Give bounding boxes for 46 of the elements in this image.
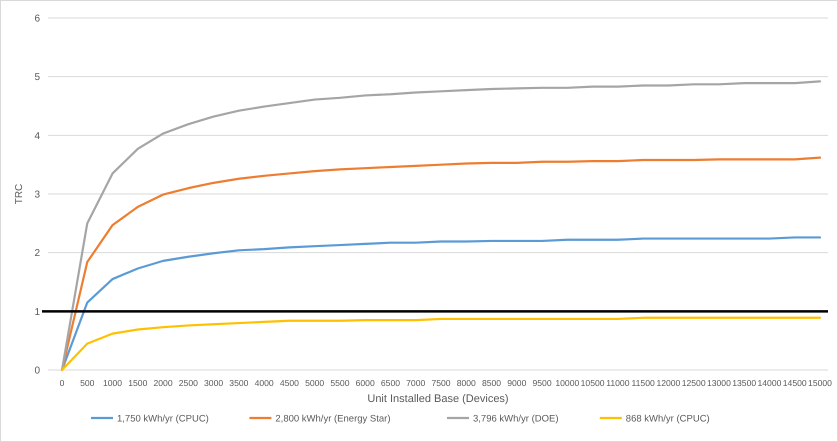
legend-label: 868 kWh/yr (CPUC) — [626, 414, 710, 424]
x-tick-label: 13000 — [706, 378, 732, 388]
legend-label: 1,750 kWh/yr (CPUC) — [117, 414, 209, 424]
legend-label: 2,800 kWh/yr (Energy Star) — [275, 414, 391, 424]
x-tick-label: 6000 — [356, 378, 375, 388]
x-tick-label: 7500 — [431, 378, 451, 388]
x-tick-label: 14000 — [758, 378, 782, 388]
x-tick-label: 13500 — [732, 378, 756, 388]
x-tick-label: 9000 — [507, 378, 527, 388]
y-tick-label: 2 — [34, 248, 40, 260]
y-tick-label: 3 — [34, 190, 40, 200]
x-tick-label: 10000 — [555, 378, 580, 388]
y-tick-label: 1 — [34, 306, 40, 318]
line-series — [60, 80, 822, 372]
x-tick-label: 3000 — [204, 378, 224, 388]
x-tick-label: 8000 — [456, 378, 476, 388]
x-tick-label: 1000 — [102, 378, 122, 388]
x-tick-label: 7000 — [406, 378, 426, 388]
x-axis-title: Unit Installed Base (Devices) — [367, 393, 509, 405]
x-tick-label: 12500 — [682, 378, 706, 388]
y-tick-label: 5 — [34, 72, 40, 84]
x-tick-label: 12000 — [656, 378, 681, 388]
x-tick-label: 9500 — [532, 378, 552, 388]
line-series — [60, 316, 822, 372]
x-tick-label: 500 — [80, 378, 95, 388]
x-tick-label: 5000 — [305, 378, 324, 388]
x-tick-label: 5500 — [330, 378, 350, 388]
legend-label: 3,796 kWh/yr (DOE) — [473, 414, 559, 424]
x-tick-label: 0 — [60, 378, 65, 388]
x-tick-label: 1500 — [128, 378, 148, 388]
x-tick-label: 4000 — [254, 378, 274, 388]
x-tick-label: 15000 — [808, 378, 832, 388]
x-tick-label: 6500 — [380, 378, 400, 388]
x-tick-label: 8500 — [482, 378, 502, 388]
x-tick-label: 10500 — [580, 378, 605, 388]
x-tick-label: 2500 — [178, 378, 198, 388]
x-tick-label: 4500 — [280, 378, 300, 388]
y-tick-label: 4 — [34, 130, 40, 142]
x-tick-label: 3500 — [229, 378, 249, 388]
y-tick-label: 0 — [34, 366, 40, 376]
x-tick-label: 11500 — [632, 378, 655, 388]
x-tick-label: 14500 — [782, 378, 807, 388]
y-tick-label: 6 — [34, 14, 40, 24]
x-tick-label: 11000 — [606, 378, 630, 388]
y-axis-title: TRC — [14, 184, 25, 204]
x-tick-label: 2000 — [154, 378, 173, 388]
